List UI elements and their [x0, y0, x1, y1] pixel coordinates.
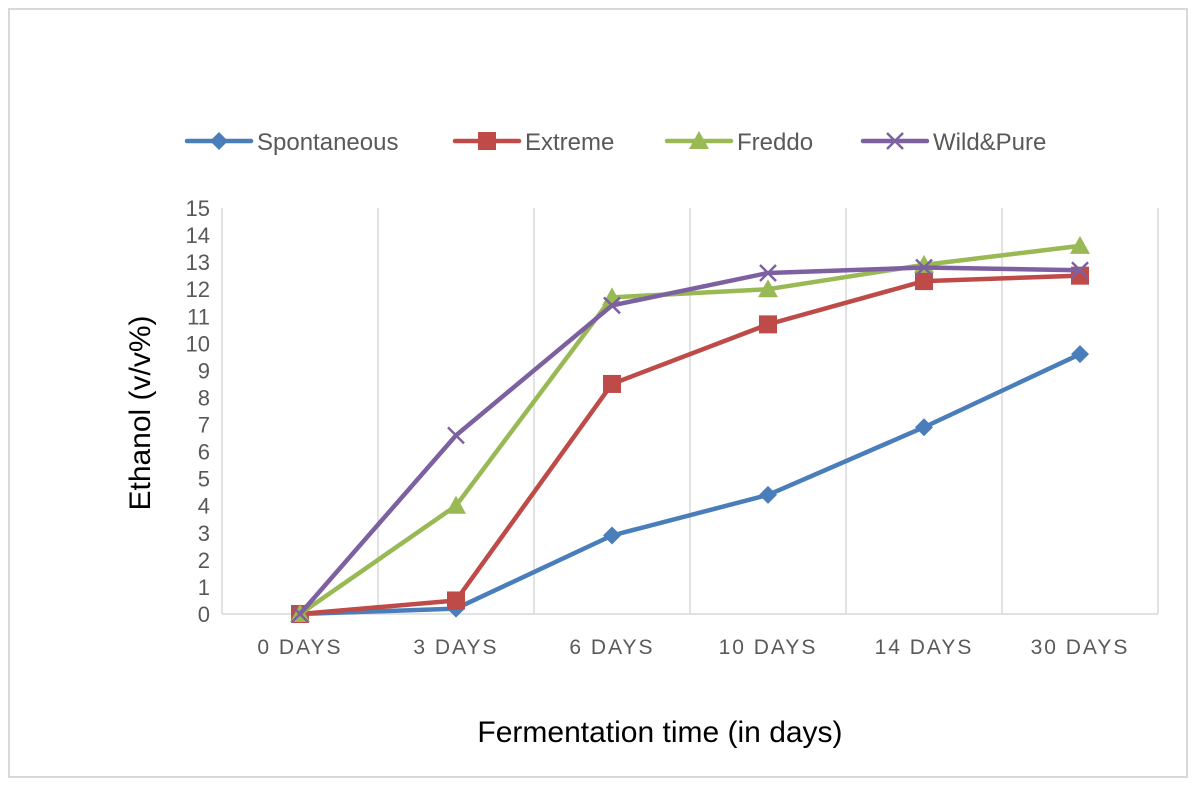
y-tick-label: 4	[198, 494, 210, 519]
data-point-extreme	[915, 272, 933, 291]
y-tick-label: 9	[198, 358, 210, 383]
x-marker-stroke	[1071, 261, 1089, 280]
x-axis-label: Fermentation time (in days)	[477, 716, 842, 749]
data-point-spontaneous	[603, 526, 621, 545]
x-marker-stroke	[603, 296, 621, 315]
legend-item-extreme: Extreme	[452, 129, 614, 156]
data-point-spontaneous	[759, 485, 777, 504]
data-point-spontaneous	[915, 418, 933, 437]
legend-marker-freddo	[689, 131, 709, 149]
series-group	[290, 235, 1090, 623]
x-marker-stroke	[759, 264, 777, 282]
x-tick-label: 6 DAYS	[569, 636, 654, 659]
legend-label-wild-pure: Wild&Pure	[933, 129, 1046, 156]
data-point-spontaneous	[1071, 345, 1089, 364]
data-point-freddo	[758, 279, 778, 298]
series-line-extreme	[297, 273, 1083, 617]
data-point-wild-pure	[915, 258, 933, 277]
legend-item-wild-pure: Wild&Pure	[860, 129, 1046, 156]
y-axis-label: Ethanol (v/v%)	[124, 315, 157, 510]
data-point-extreme	[759, 315, 777, 334]
y-tick-label: 1	[198, 575, 210, 600]
x-marker-stroke	[886, 132, 904, 150]
legend-item-spontaneous: Spontaneous	[184, 129, 398, 156]
x-tick-label: 0 DAYS	[257, 636, 342, 659]
x-tick-label: 14 DAYS	[875, 636, 974, 659]
y-tick-label: 5	[198, 467, 210, 492]
legend-item-freddo: Freddo	[664, 129, 813, 156]
legend-label-freddo: Freddo	[737, 129, 813, 156]
data-point-wild-pure	[447, 426, 465, 445]
legend-label-extreme: Extreme	[525, 129, 614, 156]
y-tick-label: 7	[198, 413, 210, 438]
series-line-wild-pure	[297, 265, 1083, 617]
y-tick-label: 11	[187, 304, 210, 329]
legend-marker-extreme	[478, 132, 496, 150]
series-line-spontaneous	[297, 351, 1083, 617]
y-tick-label: 15	[186, 196, 210, 221]
data-point-wild-pure	[759, 264, 777, 282]
data-point-freddo	[1070, 235, 1090, 254]
y-tick-label: 12	[186, 277, 210, 302]
y-tick-label: 6	[198, 440, 210, 465]
y-tick-label: 14	[186, 223, 210, 248]
x-marker-stroke	[915, 258, 933, 277]
y-tick-label: 3	[198, 521, 210, 546]
x-tick-label: 3 DAYS	[413, 636, 498, 659]
x-tick-label: 10 DAYS	[719, 636, 818, 659]
y-tick-label: 13	[186, 250, 210, 275]
data-point-freddo	[446, 495, 466, 514]
y-tick-label: 8	[198, 385, 210, 410]
series-extreme	[291, 266, 1089, 623]
data-point-wild-pure	[1071, 261, 1089, 280]
legend-marker-wild-pure	[886, 132, 904, 150]
y-tick-label: 2	[198, 548, 210, 573]
legend: Spontaneous Extreme Freddo Wild&Pure	[184, 129, 1046, 156]
x-marker-stroke	[447, 426, 465, 445]
x-tick-labels: 0 DAYS 3 DAYS 6 DAYS 10 DAYS 14 DAYS 30 DAYS	[257, 636, 1130, 659]
line-chart: Spontaneous Extreme Freddo Wild&Pure 012345…	[124, 129, 1159, 749]
series-wild-pure	[291, 258, 1089, 623]
x-tick-label: 30 DAYS	[1031, 636, 1130, 659]
data-point-wild-pure	[603, 296, 621, 315]
data-point-extreme	[447, 591, 465, 610]
data-point-extreme	[603, 374, 621, 393]
y-tick-label: 10	[186, 331, 210, 356]
series-line-freddo	[297, 243, 1083, 617]
x-marker-stroke	[291, 605, 309, 623]
legend-label-spontaneous: Spontaneous	[257, 129, 398, 156]
legend-marker-spontaneous	[210, 132, 228, 150]
data-point-wild-pure	[291, 605, 309, 623]
y-tick-label: 0	[198, 602, 210, 627]
